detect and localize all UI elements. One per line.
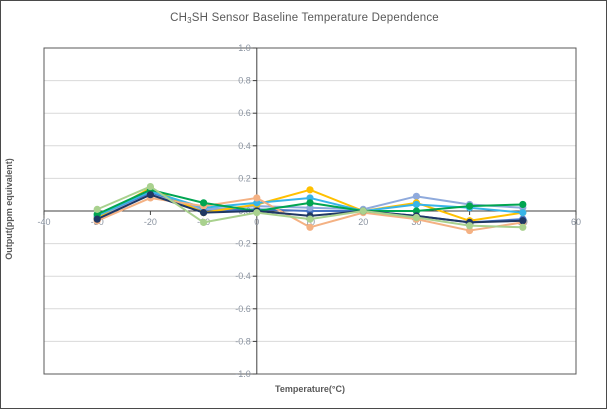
series-navy-point-50 [519,217,527,225]
series-skyblue-point-50 [519,209,527,217]
y-tick-label-0.6: 0.6 [238,108,251,118]
series-lightgreen-point-30 [412,213,420,222]
series-green-point-50 [519,200,527,209]
series-lightgreen-point-10 [306,215,314,223]
series-green-point--10 [200,199,208,207]
series-peach-point-10 [306,223,314,231]
x-tick-label-0: 0 [254,217,259,227]
series-lightgreen-point--20 [146,182,154,191]
y-tick-label-1.0: 1.0 [238,43,251,53]
series-slate-point-30 [412,192,420,200]
x-axis-title: Temperature(°C) [275,384,345,394]
series-green-point-10 [306,199,314,207]
series-navy-point--30 [93,215,101,223]
series-lightgreen-point-40 [466,222,474,230]
y-tick-label--0.8: -0.8 [235,336,251,346]
y-tick-label-0.8: 0.8 [238,76,251,86]
series-lightgreen-point--30 [93,205,101,213]
y-tick-label-0.4: 0.4 [238,141,251,151]
y-axis-title: Output(ppm equivalent) [4,158,14,260]
y-tick-label--0.4: -0.4 [235,271,251,281]
y-tick-label--0.6: -0.6 [235,304,251,314]
chart-title-subscript: 3 [187,16,192,25]
y-tick-label-0.2: 0.2 [238,173,251,183]
series-lightgreen-point-20 [359,207,367,215]
series-lightgreen-point-0 [253,209,261,217]
chart-title: CH3SH Sensor Baseline Temperature Depend… [1,12,606,25]
x-tick-label-60: 60 [571,217,581,227]
series-navy-point--10 [200,209,208,217]
y-tick-label--0.2: -0.2 [235,239,251,249]
y-tick-label--1.0: -1.0 [235,369,251,379]
series-peach-point-0 [253,194,261,202]
x-tick-label-20: 20 [358,217,368,227]
series-gold-point-10 [306,186,314,194]
x-tick-label--20: -20 [144,217,157,227]
series-lightgreen-point--10 [200,218,208,227]
x-tick-label--40: -40 [37,217,50,227]
series-lightgreen-point-50 [519,223,527,231]
series-skyblue-point-30 [412,200,420,209]
series-navy-point--20 [146,191,154,199]
series-green-point-40 [466,202,474,210]
chart-title-suffix: SH Sensor Baseline Temperature Dependenc… [191,12,439,24]
chart-title-prefix: CH [170,12,188,24]
